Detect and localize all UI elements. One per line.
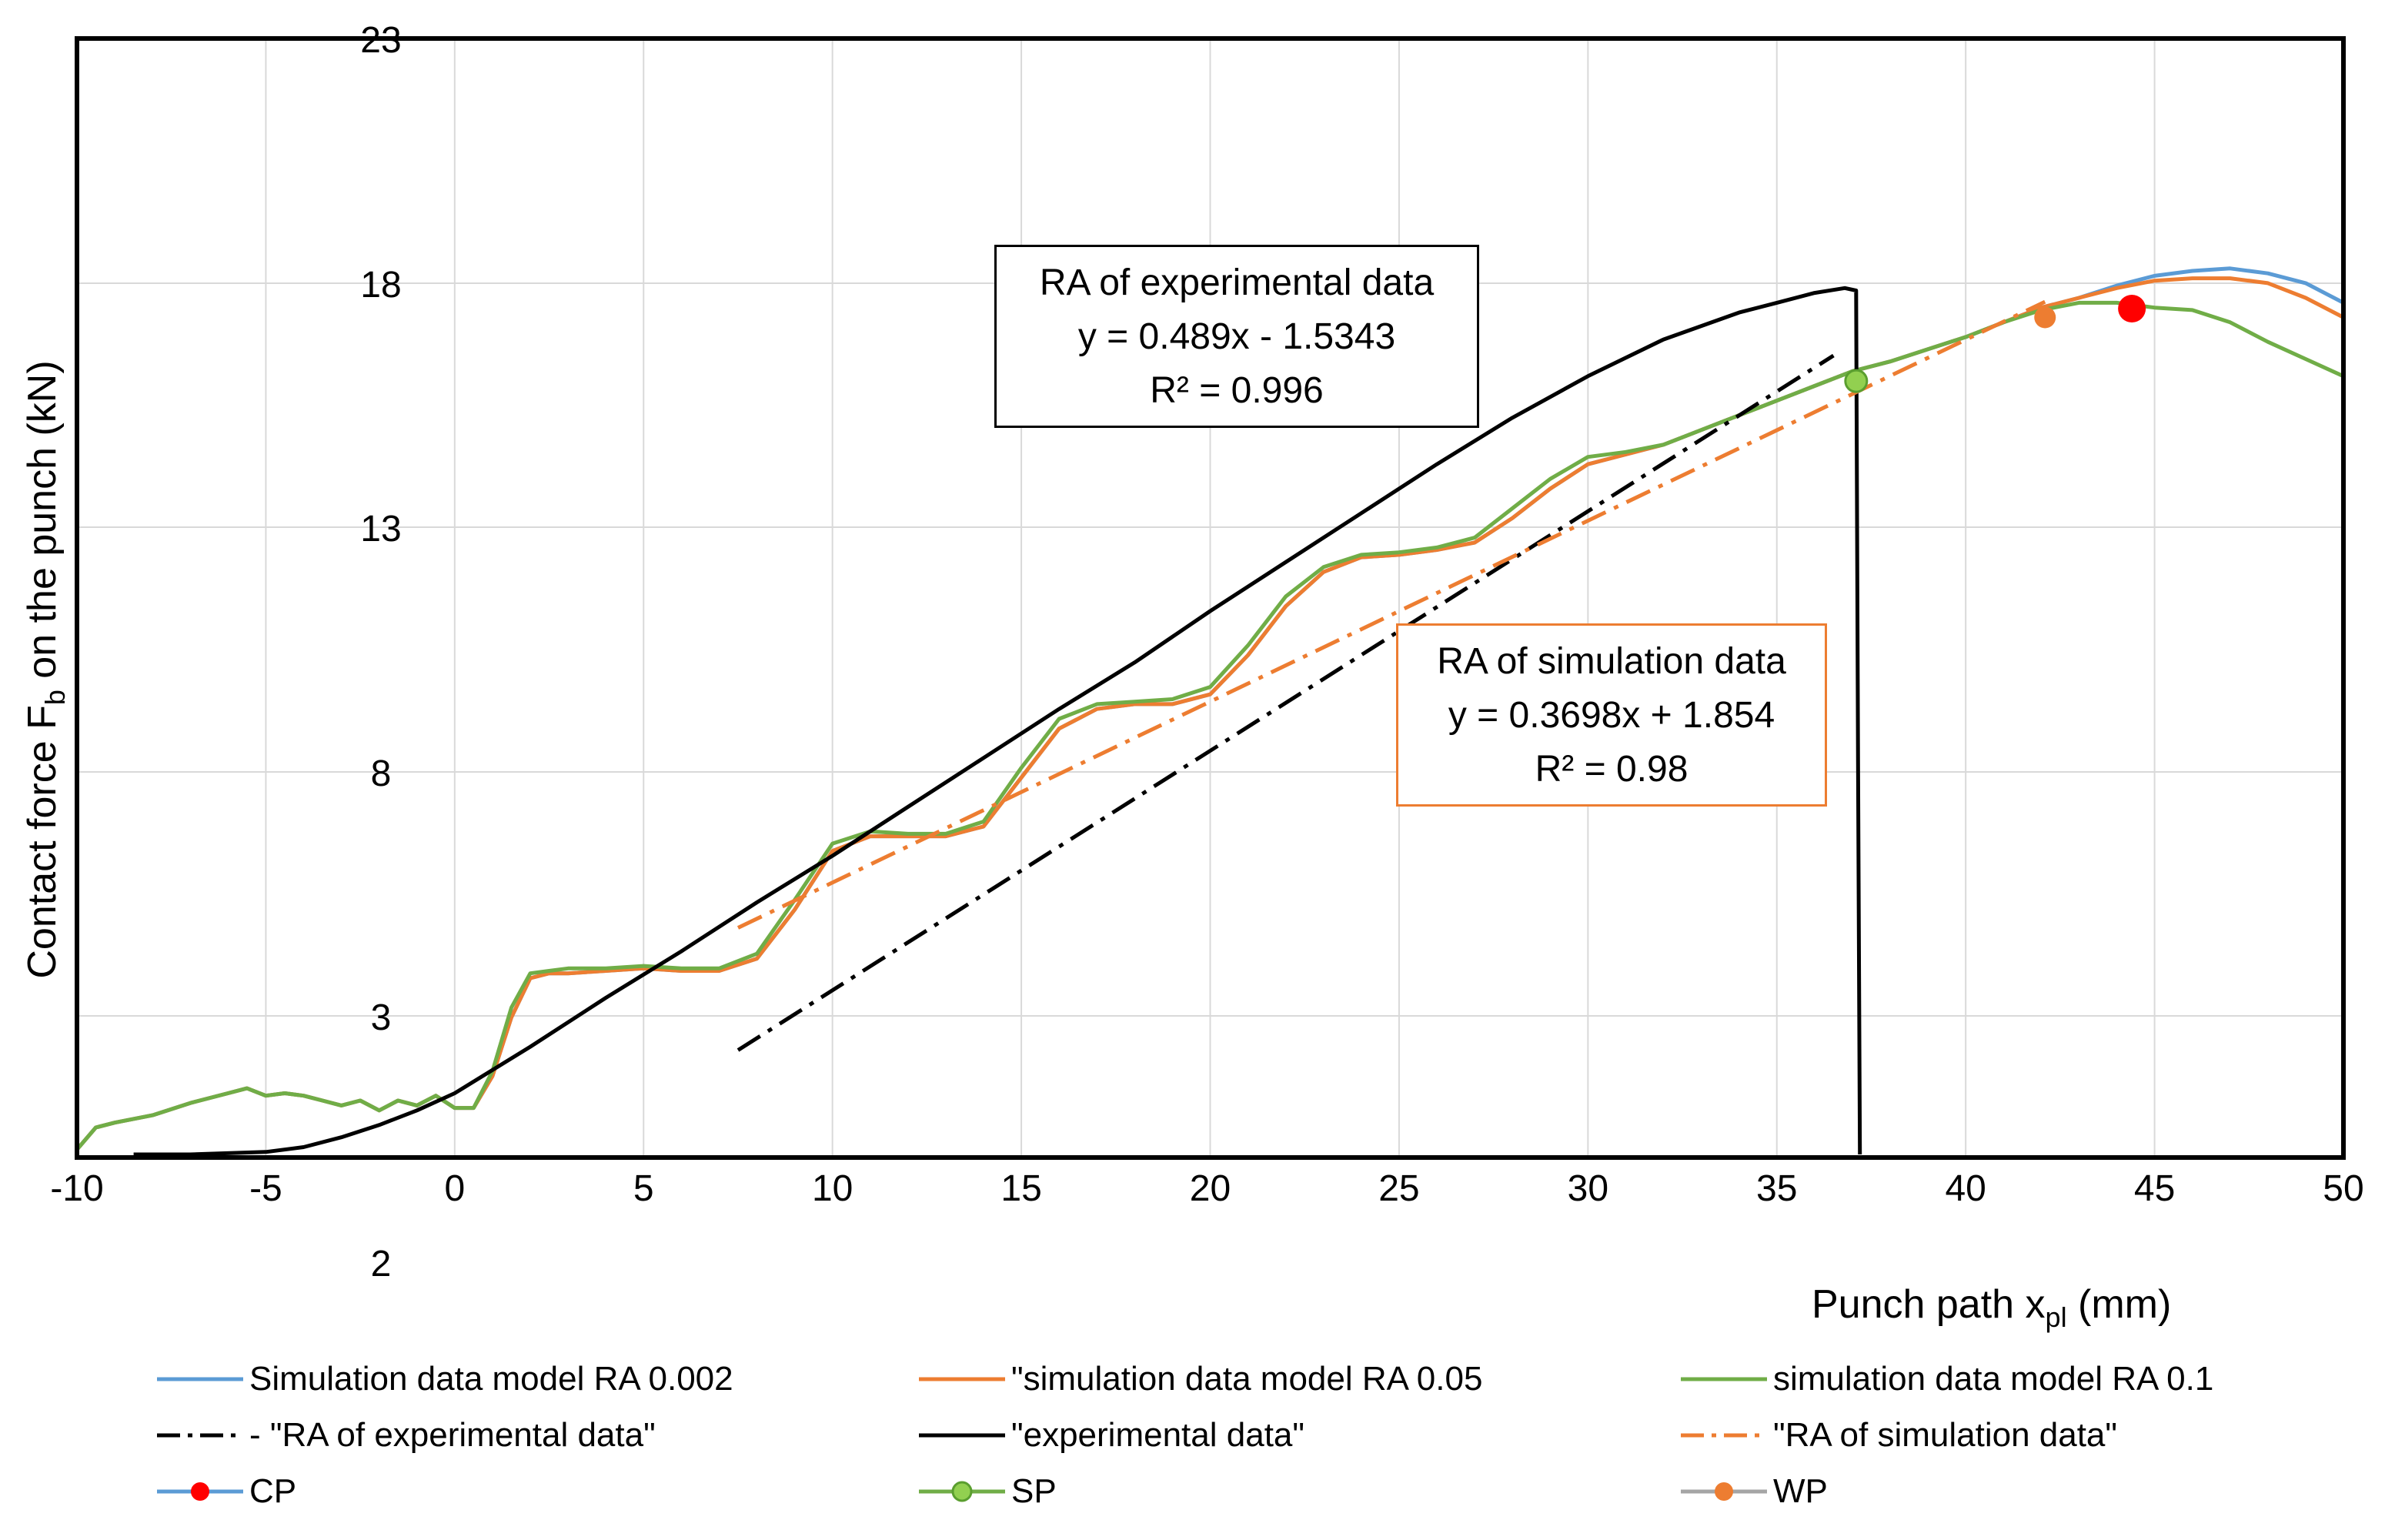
y-tick-label: 18 [360, 265, 401, 306]
y-tick-label: 3 [371, 997, 392, 1038]
y-axis-label: Contact force Fb on the punch (kN) [20, 360, 71, 978]
legend-item: WP [1678, 1463, 2309, 1519]
series-line [133, 286, 1862, 1157]
annotation-ra-simulation: RA of simulation data y = 0.3698x + 1.85… [1396, 623, 1827, 807]
x-axis-label: Punch path xpl (mm) [1812, 1282, 2171, 1333]
legend-item: "experimental data" [916, 1407, 1678, 1463]
plot-series [75, 266, 2345, 1157]
legend-swatch [919, 1433, 1005, 1437]
y-tick-label: 23 [360, 20, 401, 61]
legend-item: "RA of simulation data" [1678, 1407, 2309, 1463]
legend-item: SP [916, 1463, 1678, 1519]
tick-labels: -10 -5 0 5 10 15 20 25 30 35 40 45 50 23 18 13 8 3 2 [50, 20, 2363, 1284]
x-tick-label: 5 [633, 1168, 654, 1209]
legend-item: simulation data model RA 0.1 [1678, 1351, 2309, 1407]
legend-label: - "RA of experimental data" [249, 1415, 656, 1454]
legend-label: simulation data model RA 0.1 [1773, 1359, 2214, 1398]
legend-swatch [157, 1482, 243, 1501]
grid-lines [76, 38, 2344, 1158]
y-tick-label: 2 [371, 1244, 392, 1284]
legend-item: "simulation data model RA 0.05 [916, 1351, 1678, 1407]
x-axis-label-unit: (mm) [2067, 1282, 2172, 1327]
x-tick-label: 20 [1190, 1168, 1231, 1209]
annotation-ra-experimental-title: RA of experimental data [1039, 262, 1435, 303]
x-tick-label: 25 [1378, 1168, 1419, 1209]
marker-sp [1844, 369, 1869, 393]
legend-swatch [919, 1481, 1005, 1502]
marker-wp [2034, 306, 2056, 329]
annotation-ra-simulation-equation: y = 0.3698x + 1.854 [1448, 695, 1775, 736]
legend-swatch [1681, 1377, 1767, 1381]
legend-label: WP [1773, 1472, 1828, 1510]
x-axis-label-sub: pl [2046, 1301, 2067, 1333]
marker-cp [2118, 294, 2146, 322]
plot-frame [75, 36, 2346, 1160]
legend-swatch [157, 1433, 243, 1437]
y-axis-label-sub: b [39, 690, 71, 705]
legend-swatch [1681, 1482, 1767, 1501]
legend-swatch-marker [1715, 1482, 1733, 1501]
x-tick-label: 50 [2323, 1168, 2363, 1209]
legend-label: Simulation data model RA 0.002 [249, 1359, 733, 1398]
series-line [737, 299, 2046, 930]
x-tick-label: 40 [1945, 1168, 1986, 1209]
legend: Simulation data model RA 0.002 "simulati… [154, 1351, 2309, 1520]
legend-item: - "RA of experimental data" [154, 1407, 916, 1463]
annotation-ra-experimental-r2: R² = 0.996 [1150, 370, 1324, 411]
x-tick-label: 15 [1000, 1168, 1041, 1209]
legend-swatch-marker [191, 1482, 209, 1501]
x-axis-label-main: Punch path x [1812, 1282, 2046, 1327]
legend-swatch [157, 1377, 243, 1381]
legend-label: SP [1011, 1472, 1057, 1510]
y-axis-label-rest: on the punch (kN) [20, 360, 65, 690]
legend-swatch-marker [951, 1481, 973, 1502]
x-tick-label: 0 [444, 1168, 465, 1209]
series-line [737, 353, 1835, 1052]
annotation-ra-experimental-equation: y = 0.489x - 1.5343 [1077, 316, 1396, 357]
annotation-ra-simulation-title: RA of simulation data [1437, 641, 1786, 682]
legend-swatch [919, 1377, 1005, 1381]
annotation-ra-experimental: RA of experimental data y = 0.489x - 1.5… [994, 245, 1479, 428]
legend-item: CP [154, 1463, 916, 1519]
y-tick-label: 8 [371, 753, 392, 794]
x-tick-label: 35 [1756, 1168, 1797, 1209]
annotation-ra-simulation-r2: R² = 0.98 [1535, 749, 1689, 790]
y-tick-label: 13 [360, 509, 401, 550]
x-tick-label: 45 [2134, 1168, 2175, 1209]
legend-item: Simulation data model RA 0.002 [154, 1351, 916, 1407]
x-tick-label: 30 [1568, 1168, 1608, 1209]
legend-swatch [1681, 1433, 1767, 1437]
x-tick-label: 10 [812, 1168, 853, 1209]
y-axis-label-main: Contact force F [20, 705, 65, 978]
series-line [75, 300, 2345, 1151]
x-tick-label: -10 [50, 1168, 103, 1209]
legend-label: "experimental data" [1011, 1415, 1305, 1454]
legend-label: "simulation data model RA 0.05 [1011, 1359, 1483, 1398]
x-tick-label: -5 [249, 1168, 282, 1209]
legend-label: "RA of simulation data" [1773, 1415, 2118, 1454]
legend-label: CP [249, 1472, 297, 1510]
